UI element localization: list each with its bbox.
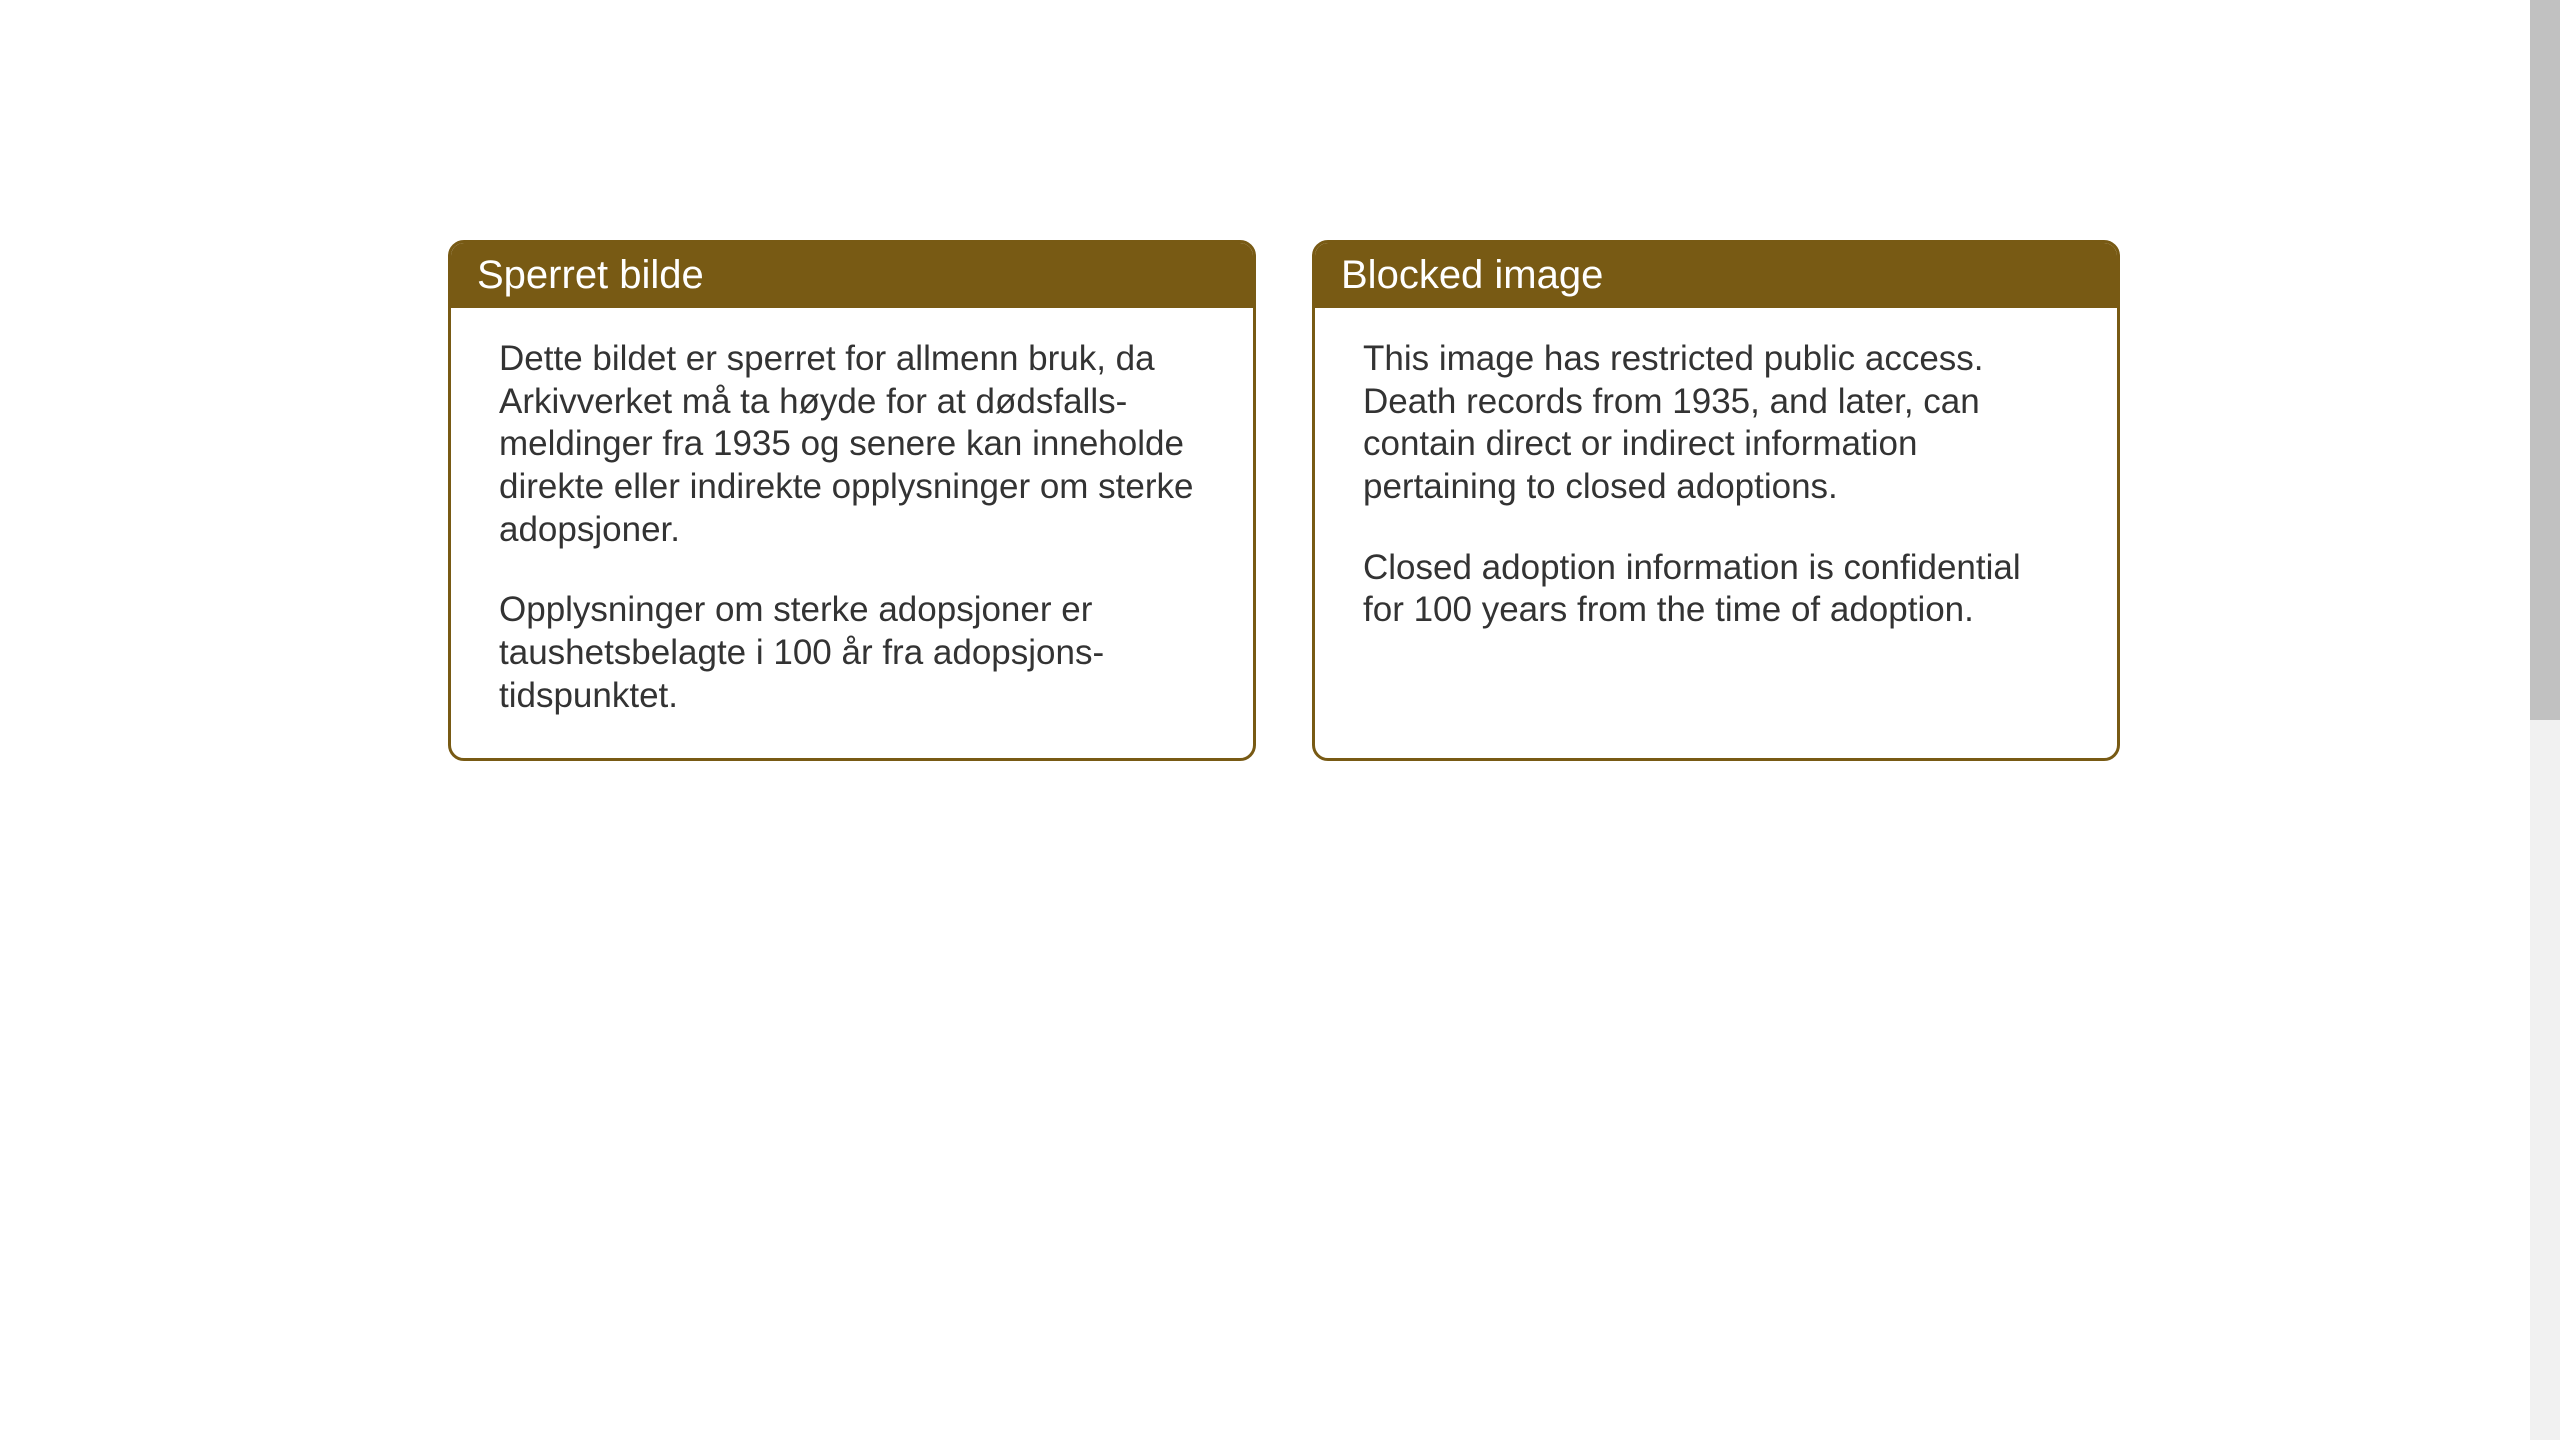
card-norwegian-paragraph-1: Dette bildet er sperret for allmenn bruk… (499, 338, 1205, 551)
scrollbar-track[interactable] (2530, 0, 2560, 1440)
card-english-paragraph-2: Closed adoption information is confident… (1363, 547, 2069, 632)
card-english-title: Blocked image (1341, 253, 1603, 297)
card-norwegian-header: Sperret bilde (451, 243, 1253, 308)
card-norwegian-paragraph-2: Opplysninger om sterke adopsjoner er tau… (499, 589, 1205, 717)
card-english-body: This image has restricted public access.… (1315, 308, 2117, 672)
card-english-paragraph-1: This image has restricted public access.… (1363, 338, 2069, 509)
card-norwegian-title: Sperret bilde (477, 253, 704, 297)
card-english-header: Blocked image (1315, 243, 2117, 308)
card-english: Blocked image This image has restricted … (1312, 240, 2120, 761)
card-norwegian: Sperret bilde Dette bildet er sperret fo… (448, 240, 1256, 761)
cards-container: Sperret bilde Dette bildet er sperret fo… (448, 240, 2120, 761)
card-norwegian-body: Dette bildet er sperret for allmenn bruk… (451, 308, 1253, 758)
scrollbar-thumb[interactable] (2530, 0, 2560, 720)
